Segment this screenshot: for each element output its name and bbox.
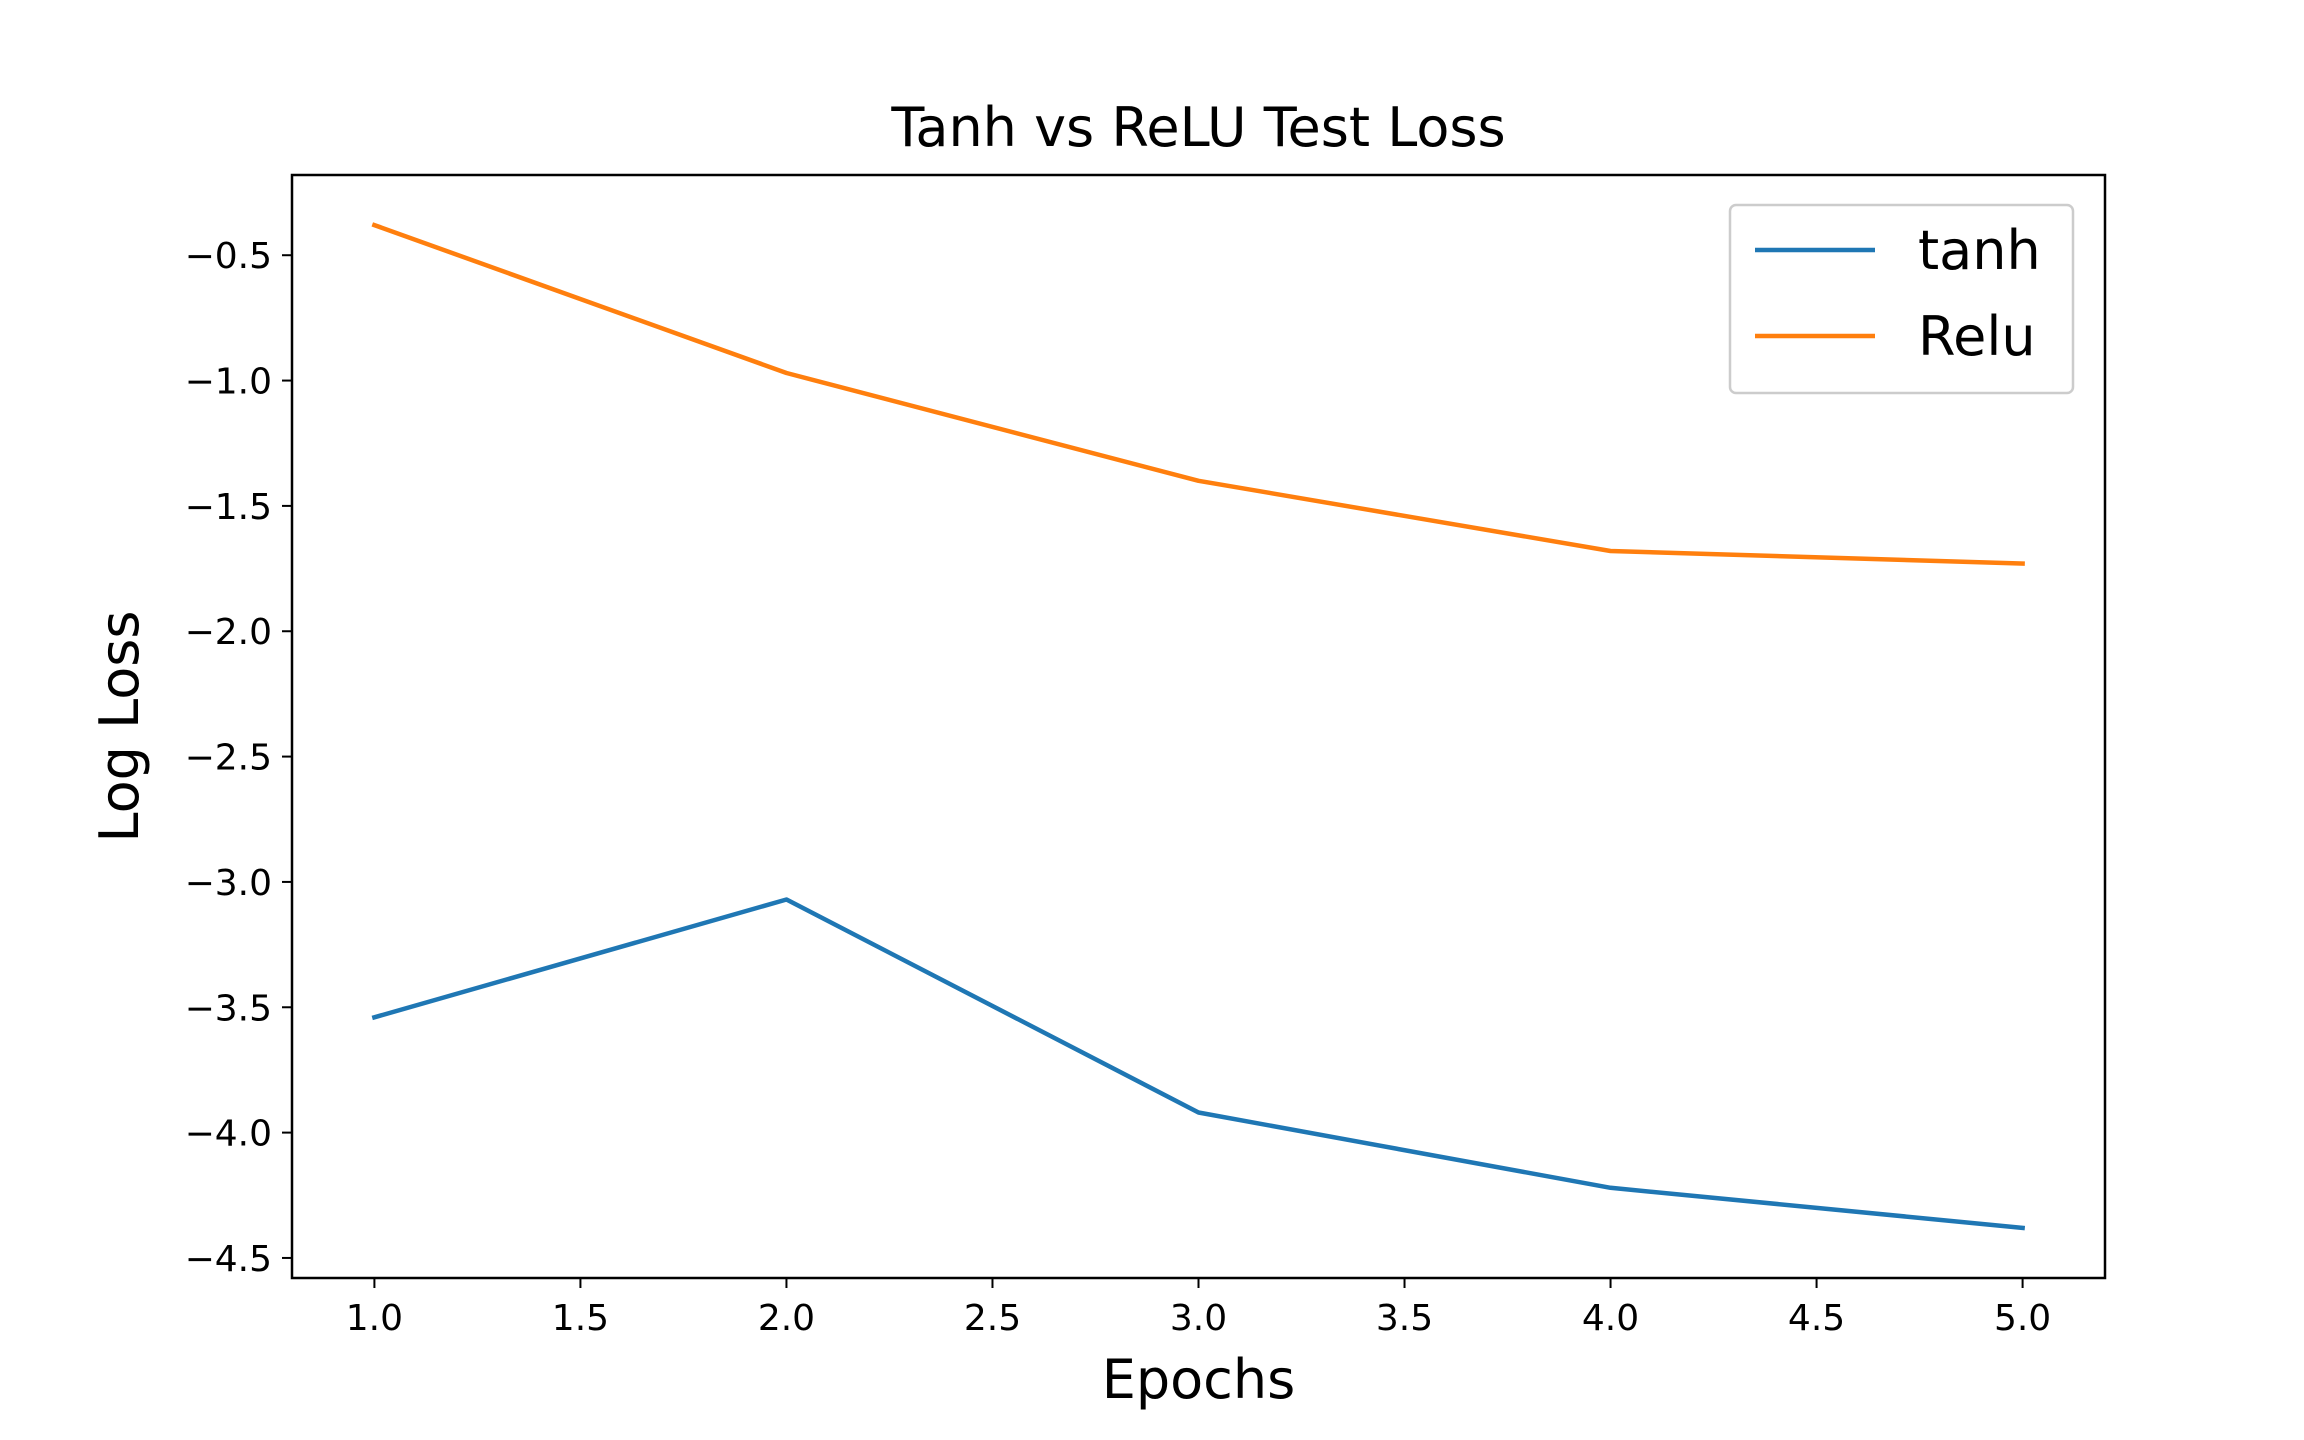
y-tick-label: −4.0 bbox=[185, 1114, 272, 1155]
chart-title: Tanh vs ReLU Test Loss bbox=[890, 96, 1505, 159]
legend-entries: tanh Relu bbox=[1755, 219, 2041, 368]
y-tick-label: −2.0 bbox=[185, 612, 272, 653]
legend: tanh Relu bbox=[1728, 203, 2075, 395]
series-layer bbox=[371, 222, 2026, 1231]
x-tick-label: 4.0 bbox=[1582, 1298, 1639, 1339]
y-tick-label: −1.0 bbox=[185, 362, 272, 403]
x-axis-label: Epochs bbox=[1102, 1348, 1295, 1411]
y-axis-label: Log Loss bbox=[88, 610, 151, 842]
x-tick-label: 3.5 bbox=[1376, 1298, 1433, 1339]
x-tick-label: 2.5 bbox=[964, 1298, 1021, 1339]
series-line-tanh bbox=[371, 897, 2026, 1231]
x-tick-label: 3.0 bbox=[1170, 1298, 1227, 1339]
x-tick-label: 4.5 bbox=[1788, 1298, 1845, 1339]
y-tick-label: −0.5 bbox=[185, 236, 272, 277]
y-tick-label: −2.5 bbox=[185, 738, 272, 779]
x-tick-label: 2.0 bbox=[758, 1298, 815, 1339]
x-tick-label: 1.0 bbox=[346, 1298, 403, 1339]
x-tick-label: 1.5 bbox=[552, 1298, 609, 1339]
y-tick-label: −3.5 bbox=[185, 988, 272, 1029]
y-axis: −0.5 −1.0 −1.5 −2.0 −2.5 −3.0 −3.5 −4.0 −4.5 bbox=[185, 236, 292, 1280]
legend-label-relu: Relu bbox=[1918, 305, 2036, 368]
x-tick-label: 5.0 bbox=[1994, 1298, 2051, 1339]
series-line-relu bbox=[371, 222, 2025, 566]
legend-label-tanh: tanh bbox=[1918, 219, 2041, 282]
x-axis: 1.0 1.5 2.0 2.5 3.0 3.5 4.0 4.5 5.0 bbox=[346, 1278, 2051, 1339]
y-tick-label: −4.5 bbox=[185, 1239, 272, 1280]
y-tick-label: −3.0 bbox=[185, 863, 272, 904]
y-tick-label: −1.5 bbox=[185, 487, 272, 528]
